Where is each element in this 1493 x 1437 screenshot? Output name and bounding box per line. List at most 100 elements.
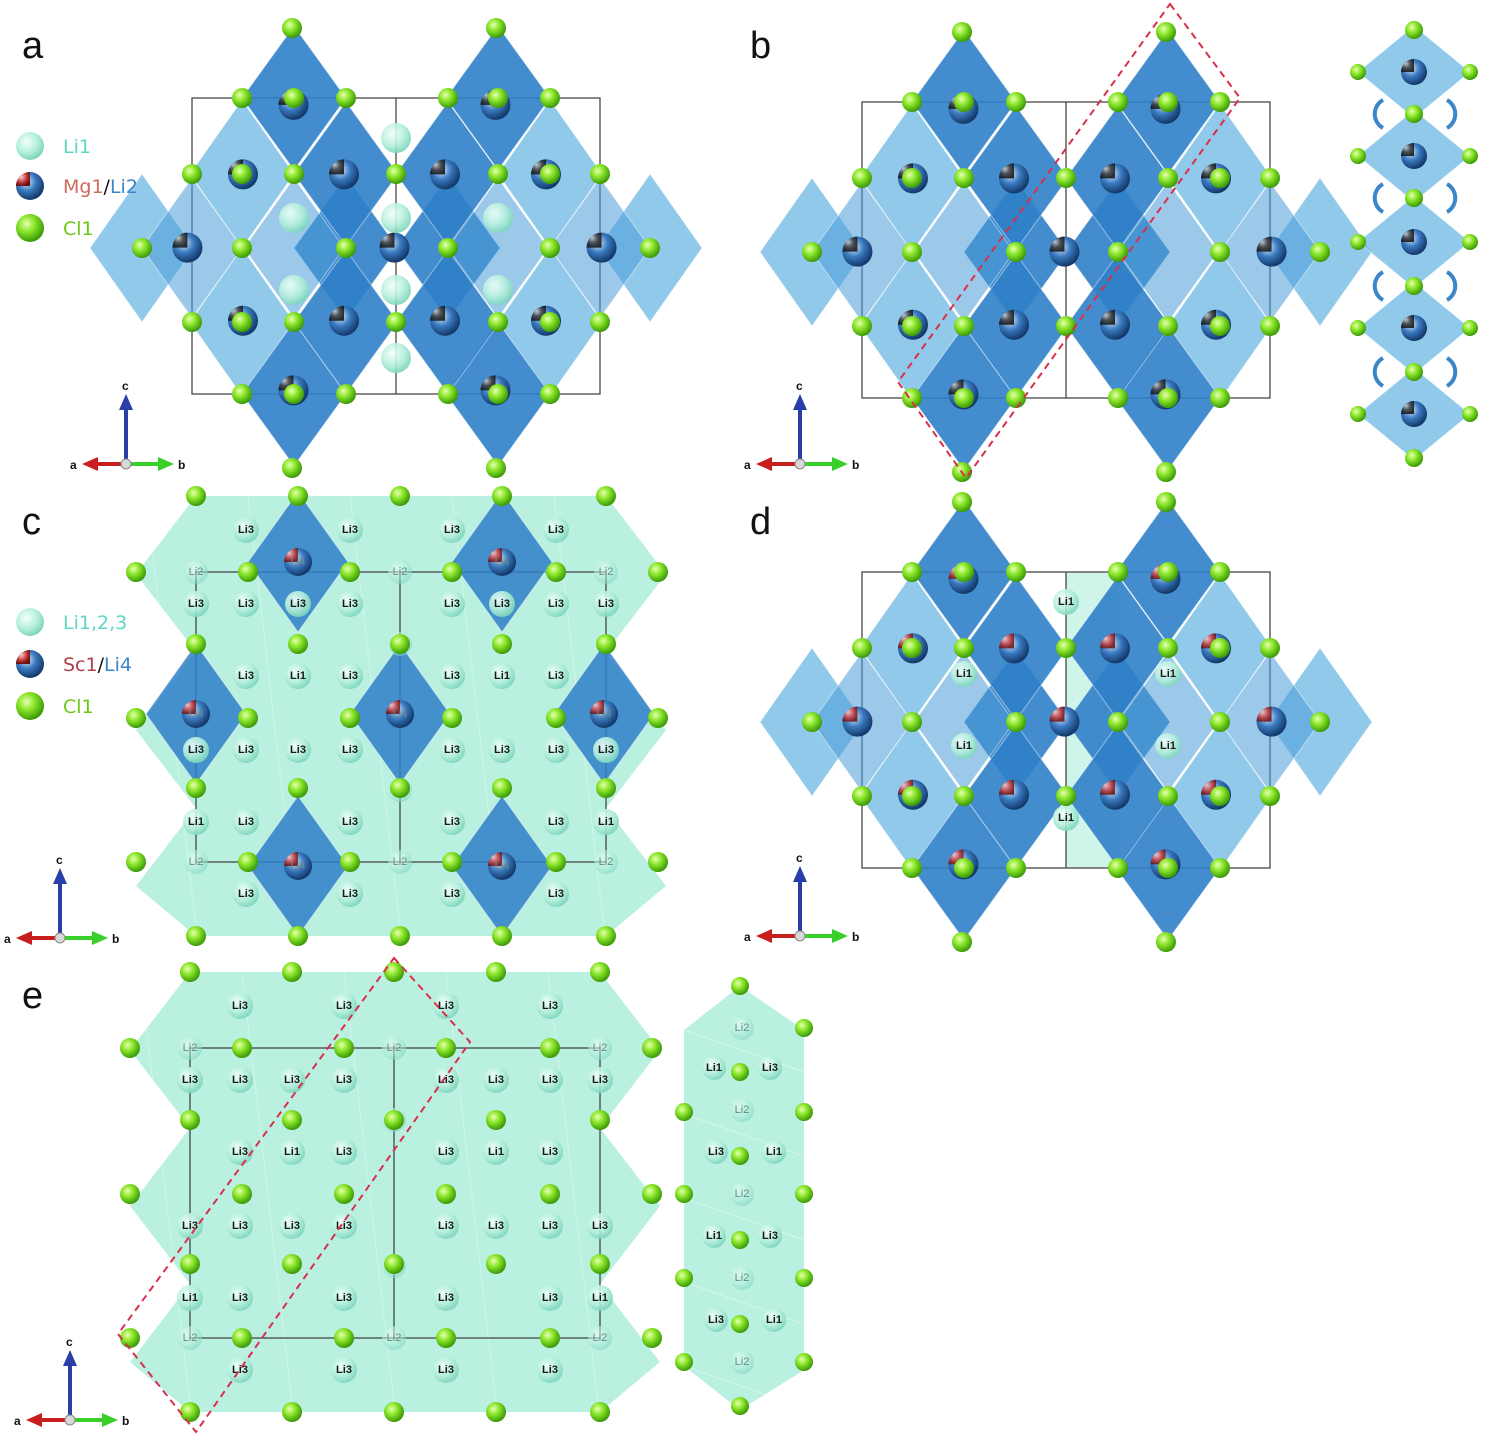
cl-atom <box>120 1038 140 1058</box>
li4-sc1-atom <box>1100 633 1130 664</box>
li-atom <box>433 1067 459 1093</box>
axes-triad-a: c a b <box>70 379 185 472</box>
li-atom <box>227 1067 253 1093</box>
li-atom <box>279 1213 305 1239</box>
panel-d-structure: Li1 Li1 Li1 Li1 Li1 Li1 <box>759 492 1373 952</box>
cl-atom <box>590 164 610 184</box>
li-atom <box>758 1056 782 1080</box>
axis-origin <box>794 930 806 942</box>
axis-origin <box>120 458 132 470</box>
atom-label-li2: Li2 <box>593 1042 608 1054</box>
site-fraction <box>430 159 445 175</box>
cl-atom <box>1405 277 1423 295</box>
li-atom <box>702 1224 726 1248</box>
cl-atom <box>540 312 560 332</box>
cl-atom <box>384 1254 404 1274</box>
site-fraction <box>842 706 858 722</box>
cl-atom <box>232 1038 252 1058</box>
li-atom <box>1053 589 1079 615</box>
cl-atom <box>1158 858 1178 878</box>
cl-atom <box>802 242 822 262</box>
atom-label-li2: Li2 <box>183 1042 198 1054</box>
atom-label-li3: Li3 <box>342 524 358 536</box>
cl-atom <box>126 852 146 872</box>
atom-label-li3: Li3 <box>188 598 204 610</box>
atom-label-li3: Li3 <box>336 1220 352 1232</box>
cl-atom <box>902 858 922 878</box>
cl-atom <box>852 168 872 188</box>
rotation-arrow-right <box>1445 98 1458 130</box>
atom-label-li3: Li3 <box>548 888 564 900</box>
site-fraction <box>329 305 344 321</box>
site-fraction <box>284 548 298 562</box>
site-fraction <box>1401 229 1414 242</box>
cl-atom <box>334 1184 354 1204</box>
li-atom <box>951 661 977 687</box>
cl-atom <box>1405 449 1423 467</box>
cl-atom <box>540 88 560 108</box>
cl-atom <box>284 164 304 184</box>
cl-atom <box>1405 189 1423 207</box>
highlight-dashed-box <box>896 2 1242 480</box>
mg1-li2-atom <box>999 309 1029 340</box>
cl-atom <box>1158 316 1178 336</box>
mg1-li2-atom <box>1100 309 1130 340</box>
cl-atom <box>954 92 974 112</box>
li-atom <box>178 1326 202 1350</box>
highlight-dashed-box <box>116 956 472 1434</box>
li-atom <box>587 1285 613 1311</box>
mg1-li2-atom <box>1100 163 1130 194</box>
mg1-li2-atom <box>1401 143 1427 169</box>
atom-label-li3: Li3 <box>598 598 614 610</box>
cl-atom <box>180 962 200 982</box>
li-atom <box>593 591 619 617</box>
cl-atom <box>954 858 974 878</box>
cl-atom <box>180 1402 200 1422</box>
axis-a-arrow <box>756 457 772 471</box>
li4-sc1-atom <box>999 779 1029 810</box>
cl-atom <box>731 1063 749 1081</box>
site-fraction <box>430 305 445 321</box>
li-atom <box>331 1213 357 1239</box>
legend-li4-label: Li4 <box>104 654 132 676</box>
axis-origin <box>794 458 806 470</box>
atom-label-li3: Li3 <box>284 1220 300 1232</box>
cl-atom <box>1108 92 1128 112</box>
axis-c-arrow <box>793 394 807 410</box>
legend-cl1-label-c: Cl1 <box>63 696 94 718</box>
mg1-li2-atom <box>842 236 873 267</box>
cl-atom <box>126 708 146 728</box>
li-atom <box>587 1067 613 1093</box>
cl-atom <box>795 1353 813 1371</box>
li-atom <box>587 1213 613 1239</box>
cl-atom <box>238 708 258 728</box>
cl-atom <box>1462 320 1478 336</box>
axis-a-label: a <box>70 458 77 472</box>
atom-label-li4: Li4 <box>495 860 510 872</box>
cl-atom <box>288 486 308 506</box>
li-atom <box>758 1224 782 1248</box>
cl-atom <box>675 1185 693 1203</box>
axis-b-label: b <box>852 930 859 944</box>
atom-label-li1: Li1 <box>766 1146 782 1158</box>
site-fraction <box>1256 236 1272 252</box>
cl-atom <box>1006 712 1026 732</box>
cl-atom <box>436 1184 456 1204</box>
cl-atom <box>438 384 458 404</box>
site-fraction <box>1256 706 1272 722</box>
li-atom <box>227 1213 253 1239</box>
cl-atom <box>282 458 302 478</box>
li-atom <box>483 275 513 305</box>
atom-label-li2: Li2 <box>189 856 204 868</box>
atom-label-li2: Li2 <box>735 1188 750 1200</box>
li-atom <box>543 663 569 689</box>
atom-label-li3: Li3 <box>336 1146 352 1158</box>
cl-atom <box>232 384 252 404</box>
li-atom <box>388 850 412 874</box>
atom-label-li3: Li3 <box>708 1146 724 1158</box>
cl-atom <box>232 164 252 184</box>
li-atom <box>704 1308 728 1332</box>
cl-atom <box>282 1254 302 1274</box>
li-atom <box>483 1067 509 1093</box>
cl-atom <box>1056 638 1076 658</box>
